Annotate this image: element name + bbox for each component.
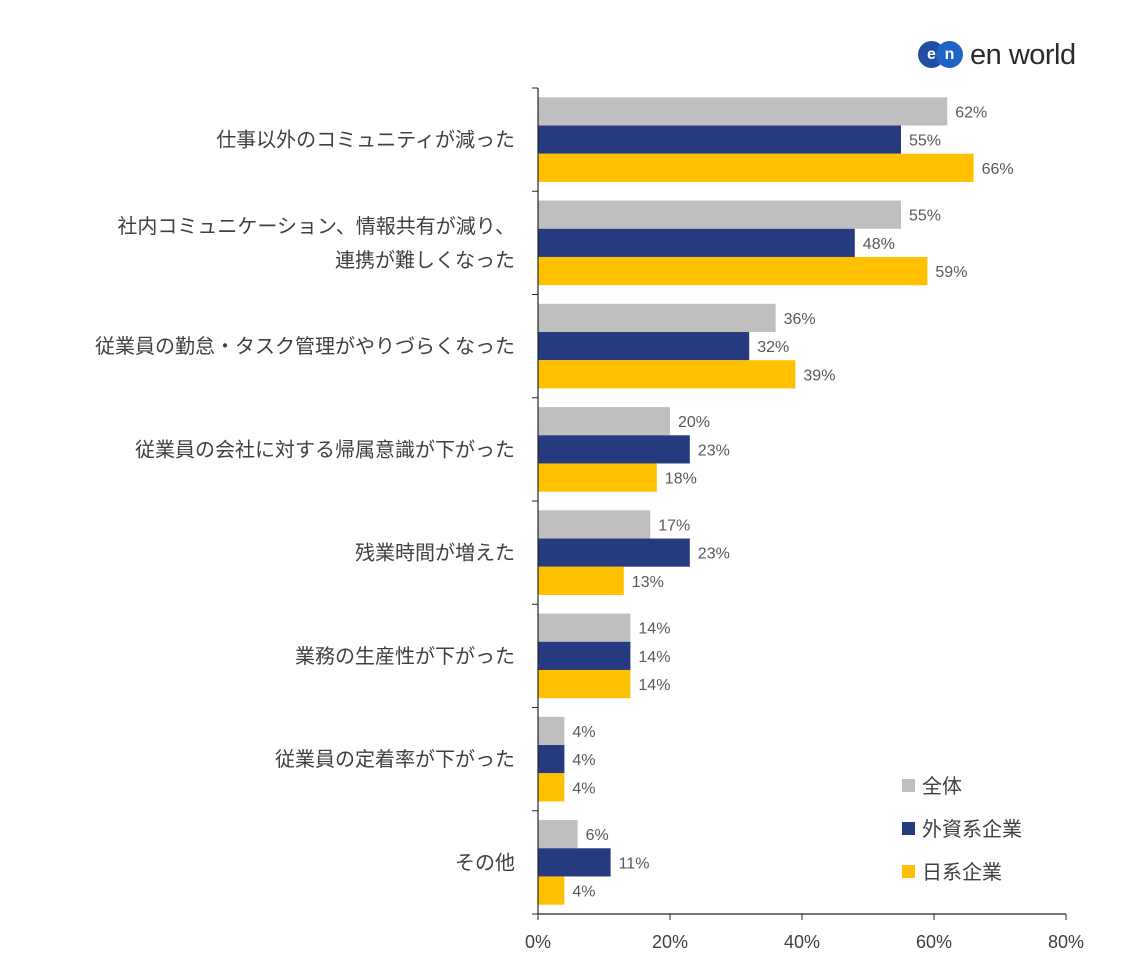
- bar-8-series-1: [538, 820, 578, 849]
- bar-7-series-2: [538, 745, 565, 774]
- x-tick-label-1: 20%: [652, 932, 688, 952]
- category-label-3: 従業員の勤怠・タスク管理がやりづらくなった: [95, 334, 515, 358]
- bar-7-series-3: [538, 773, 565, 802]
- legend-label-3: 日系企業: [922, 860, 1002, 884]
- bar-5-series-1: [538, 510, 651, 539]
- x-tick-label-4: 80%: [1048, 932, 1084, 952]
- bar-4-series-1: [538, 407, 670, 436]
- value-label-5-series-1: 17%: [658, 517, 690, 534]
- value-label-1-series-3: 66%: [982, 161, 1014, 178]
- bar-1-series-3: [538, 153, 974, 182]
- value-label-2-series-1: 55%: [909, 208, 941, 225]
- value-label-7-series-3: 4%: [572, 780, 595, 797]
- logo-mark-n: n: [936, 41, 963, 68]
- axes-group: 0% 20% 40% 60% 80%: [525, 87, 1084, 952]
- value-label-5-series-3: 13%: [632, 574, 664, 591]
- enworld-logo: e n en world: [918, 38, 1076, 72]
- category-label-7: 従業員の定着率が下がった: [275, 747, 515, 771]
- value-label-6-series-2: 14%: [638, 649, 670, 666]
- value-label-5-series-2: 23%: [698, 546, 730, 563]
- value-label-1-series-2: 55%: [909, 133, 941, 150]
- value-label-4-series-3: 18%: [665, 471, 697, 488]
- value-label-1-series-1: 62%: [955, 104, 987, 121]
- value-label-2-series-3: 59%: [935, 264, 967, 281]
- legend-label-2: 外資系企業: [922, 817, 1022, 841]
- legend-label-1: 全体: [922, 774, 962, 798]
- enworld-logo-mark: e n: [918, 39, 966, 71]
- category-labels-group: 仕事以外のコミュニティが減った社内コミュニケーション、情報共有が減り、連携が難し…: [95, 128, 515, 875]
- value-label-8-series-3: 4%: [572, 884, 595, 901]
- bar-6-series-2: [538, 641, 631, 670]
- category-label-1: 仕事以外のコミュニティが減った: [216, 128, 515, 152]
- bar-8-series-3: [538, 876, 565, 905]
- value-label-3-series-1: 36%: [784, 311, 816, 328]
- bar-2-series-1: [538, 200, 901, 229]
- category-label-8: その他: [455, 850, 515, 874]
- bar-4-series-3: [538, 463, 657, 492]
- value-label-8-series-2: 11%: [619, 855, 650, 872]
- value-label-3-series-2: 32%: [757, 339, 789, 356]
- bar-3-series-3: [538, 360, 796, 389]
- value-label-4-series-1: 20%: [678, 414, 710, 431]
- value-labels-group: 62%55%66%55%48%59%36%32%39%20%23%18%17%2…: [572, 104, 1013, 900]
- legend-swatch-2: [902, 822, 915, 835]
- bar-1-series-2: [538, 125, 901, 154]
- bar-2-series-3: [538, 256, 928, 286]
- bar-3-series-1: [538, 303, 776, 333]
- bar-6-series-1: [538, 613, 631, 642]
- x-tick-label-3: 60%: [916, 932, 952, 952]
- legend-swatch-3: [902, 865, 915, 878]
- x-tick-label-2: 40%: [784, 932, 820, 952]
- logo-text: en world: [970, 38, 1076, 71]
- value-label-8-series-1: 6%: [586, 827, 609, 844]
- category-label-2-line-1: 社内コミュニケーション、情報共有が減り、: [117, 214, 515, 238]
- bar-4-series-2: [538, 435, 690, 464]
- bar-6-series-3: [538, 669, 631, 699]
- value-label-7-series-2: 4%: [572, 752, 595, 769]
- value-label-6-series-3: 14%: [638, 677, 670, 694]
- category-label-5: 残業時間が増えた: [355, 541, 515, 565]
- value-label-4-series-2: 23%: [698, 442, 730, 459]
- bar-7-series-1: [538, 716, 565, 746]
- value-label-3-series-3: 39%: [803, 367, 835, 384]
- legend-swatch-1: [902, 779, 915, 792]
- category-label-2-line-2: 連携が難しくなった: [335, 248, 515, 272]
- bar-2-series-2: [538, 228, 855, 257]
- bar-3-series-2: [538, 332, 750, 361]
- bar-8-series-2: [538, 848, 611, 877]
- bar-1-series-1: [538, 97, 948, 126]
- value-label-6-series-1: 14%: [638, 621, 670, 638]
- value-label-2-series-2: 48%: [863, 236, 895, 253]
- x-tick-label-0: 0%: [525, 932, 551, 952]
- bar-5-series-3: [538, 566, 624, 595]
- value-label-7-series-1: 4%: [572, 724, 595, 741]
- bars-group: [538, 97, 974, 905]
- category-label-6: 業務の生産性が下がった: [295, 644, 515, 668]
- bar-5-series-2: [538, 538, 690, 567]
- category-label-4: 従業員の会社に対する帰属意識が下がった: [135, 437, 515, 461]
